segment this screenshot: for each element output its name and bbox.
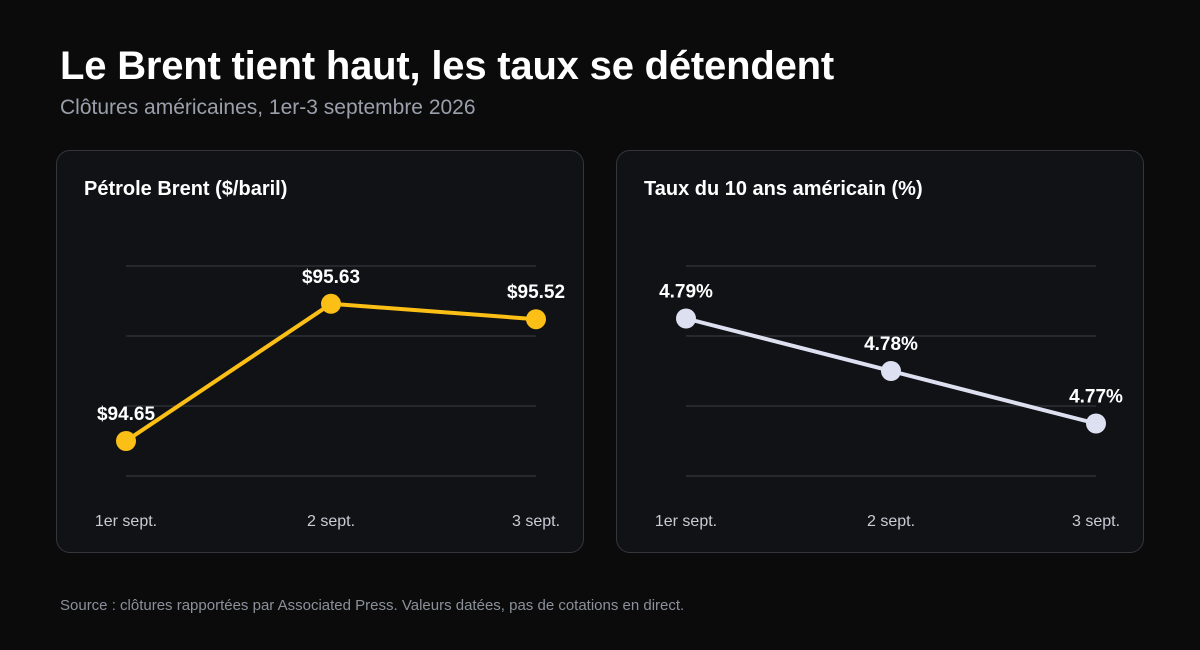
data-label: 4.79%	[659, 282, 713, 303]
data-label: 4.78%	[864, 334, 918, 355]
series-line	[124, 301, 538, 443]
x-tick-label: 1er sept.	[655, 513, 717, 530]
x-tick-label: 2 sept.	[307, 513, 355, 530]
brent-chart-card: Pétrole Brent ($/baril) $94.65 $95.63 $95.…	[56, 150, 584, 553]
yield-chart: 4.79% 4.78% 4.77% 1er sept. 2 sept. 3 sept.	[655, 265, 1123, 530]
data-point	[321, 293, 341, 314]
data-point	[676, 308, 696, 329]
data-point	[881, 361, 901, 381]
chart-title: Taux du 10 ans américain (%)	[644, 178, 923, 200]
x-tick-label: 3 sept.	[512, 513, 560, 530]
chart-title: Pétrole Brent ($/baril)	[84, 178, 288, 200]
x-tick-label: 2 sept.	[867, 513, 915, 530]
source-note: Source : clôtures rapportées par Associa…	[60, 597, 685, 614]
data-point	[526, 309, 546, 330]
data-label: 4.77%	[1069, 387, 1123, 408]
data-label: $94.65	[97, 404, 156, 425]
data-label: $95.63	[302, 267, 360, 288]
data-point	[1086, 413, 1106, 434]
page-title: Le Brent tient haut, les taux se détende…	[60, 44, 834, 88]
page-subtitle: Clôtures américaines, 1er-3 septembre 20…	[60, 96, 476, 119]
x-tick-label: 3 sept.	[1072, 513, 1120, 530]
data-point	[116, 431, 136, 451]
x-tick-label: 1er sept.	[95, 513, 157, 530]
yield-chart-card: Taux du 10 ans américain (%) 4.79% 4.78% 4…	[616, 150, 1144, 553]
brent-chart: $94.65 $95.63 $95.52 1er sept. 2 sept. 3 sept…	[95, 265, 565, 530]
data-label: $95.52	[507, 282, 565, 303]
